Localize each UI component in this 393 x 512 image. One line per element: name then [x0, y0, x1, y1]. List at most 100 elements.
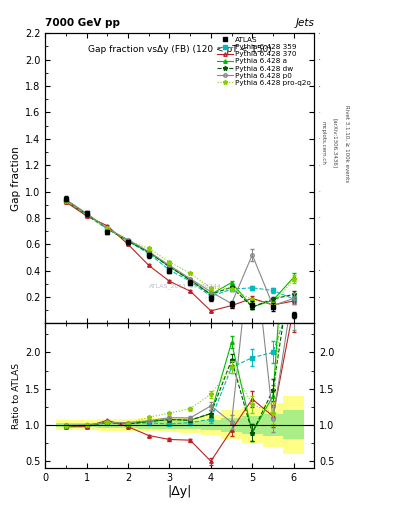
ATLAS — [167, 268, 172, 274]
Pythia 6.428 a — [146, 249, 151, 255]
Bar — [55, 420, 76, 430]
Pythia 6.428 pro-q2o — [105, 225, 110, 231]
ATLAS — [188, 280, 193, 286]
Pythia 6.428 p0 — [250, 252, 255, 258]
Bar — [200, 420, 221, 430]
Text: Rivet 3.1.10, ≥ 100k events: Rivet 3.1.10, ≥ 100k events — [344, 105, 349, 182]
Bar — [138, 421, 159, 429]
Line: Pythia 6.428 a: Pythia 6.428 a — [64, 198, 296, 309]
ATLAS — [209, 295, 213, 302]
Text: ATLAS_2011_S9126244: ATLAS_2011_S9126244 — [149, 283, 222, 289]
Legend: ATLAS, Pythia 6.428 359, Pythia 6.428 370, Pythia 6.428 a, Pythia 6.428 dw, Pyth: ATLAS, Pythia 6.428 359, Pythia 6.428 37… — [215, 35, 312, 87]
ATLAS — [105, 229, 110, 235]
Pythia 6.428 370 — [167, 278, 172, 284]
Bar — [138, 418, 159, 432]
Pythia 6.428 359 — [209, 293, 213, 300]
ATLAS — [291, 312, 296, 318]
X-axis label: |Δy|: |Δy| — [167, 485, 192, 498]
Text: Gap fraction vsΔy (FB) (120 < pT < 150): Gap fraction vsΔy (FB) (120 < pT < 150) — [88, 45, 272, 54]
ATLAS — [64, 196, 68, 202]
Pythia 6.428 pro-q2o — [188, 270, 193, 276]
Bar — [263, 403, 283, 446]
Pythia 6.428 dw — [167, 264, 172, 270]
Pythia 6.428 359 — [291, 296, 296, 302]
Pythia 6.428 p0 — [291, 295, 296, 302]
Pythia 6.428 pro-q2o — [146, 245, 151, 251]
Bar — [55, 423, 76, 427]
Pythia 6.428 359 — [105, 226, 110, 232]
Pythia 6.428 pro-q2o — [209, 285, 213, 291]
Pythia 6.428 p0 — [167, 262, 172, 268]
Pythia 6.428 p0 — [105, 225, 110, 231]
Pythia 6.428 359 — [250, 285, 255, 291]
Pythia 6.428 370 — [229, 303, 234, 309]
Pythia 6.428 dw — [84, 211, 89, 217]
Pythia 6.428 370 — [105, 223, 110, 229]
Pythia 6.428 p0 — [64, 197, 68, 203]
Y-axis label: Gap fraction: Gap fraction — [11, 146, 21, 211]
ATLAS — [146, 252, 151, 259]
Line: ATLAS: ATLAS — [64, 197, 296, 317]
Pythia 6.428 a — [250, 304, 255, 310]
ATLAS — [271, 304, 275, 310]
ATLAS — [229, 301, 234, 307]
Pythia 6.428 dw — [291, 291, 296, 297]
Bar — [221, 418, 242, 432]
Pythia 6.428 pro-q2o — [84, 211, 89, 217]
Bar — [242, 407, 263, 443]
Line: Pythia 6.428 359: Pythia 6.428 359 — [64, 199, 296, 301]
Pythia 6.428 pro-q2o — [250, 296, 255, 303]
Pythia 6.428 359 — [188, 278, 193, 284]
Bar — [76, 420, 97, 430]
Pythia 6.428 359 — [271, 287, 275, 293]
Pythia 6.428 dw — [188, 277, 193, 283]
Bar — [118, 422, 138, 428]
Bar — [159, 418, 180, 432]
Line: Pythia 6.428 370: Pythia 6.428 370 — [64, 200, 296, 313]
Pythia 6.428 p0 — [209, 289, 213, 295]
Pythia 6.428 p0 — [229, 301, 234, 307]
Pythia 6.428 359 — [64, 198, 68, 204]
Pythia 6.428 a — [271, 297, 275, 304]
Bar — [159, 421, 180, 429]
Pythia 6.428 dw — [250, 304, 255, 310]
Pythia 6.428 a — [291, 274, 296, 281]
Pythia 6.428 370 — [291, 298, 296, 304]
ATLAS — [126, 239, 130, 245]
Pythia 6.428 a — [126, 238, 130, 244]
Pythia 6.428 pro-q2o — [271, 301, 275, 307]
Bar — [180, 417, 200, 433]
Bar — [97, 422, 118, 428]
Bar — [263, 414, 283, 436]
Bar — [76, 423, 97, 427]
Pythia 6.428 370 — [209, 308, 213, 314]
Line: Pythia 6.428 p0: Pythia 6.428 p0 — [64, 198, 296, 307]
Text: Jets: Jets — [296, 18, 314, 28]
Pythia 6.428 a — [209, 291, 213, 297]
Text: 7000 GeV pp: 7000 GeV pp — [45, 18, 120, 28]
Pythia 6.428 370 — [188, 288, 193, 294]
Bar — [283, 411, 304, 439]
Pythia 6.428 a — [84, 211, 89, 217]
Bar — [242, 416, 263, 434]
ATLAS — [84, 210, 89, 217]
Pythia 6.428 a — [105, 225, 110, 231]
Bar — [221, 411, 242, 439]
Pythia 6.428 pro-q2o — [229, 286, 234, 292]
Pythia 6.428 a — [229, 280, 234, 286]
Pythia 6.428 pro-q2o — [291, 276, 296, 282]
Pythia 6.428 370 — [146, 262, 151, 268]
Pythia 6.428 370 — [84, 213, 89, 219]
Pythia 6.428 370 — [271, 302, 275, 308]
Pythia 6.428 a — [64, 197, 68, 203]
Pythia 6.428 370 — [126, 241, 130, 247]
Pythia 6.428 p0 — [126, 237, 130, 243]
Pythia 6.428 359 — [146, 250, 151, 257]
ATLAS — [250, 302, 255, 308]
Pythia 6.428 dw — [64, 198, 68, 204]
Pythia 6.428 359 — [229, 286, 234, 292]
Line: Pythia 6.428 pro-q2o: Pythia 6.428 pro-q2o — [64, 198, 296, 307]
Pythia 6.428 p0 — [146, 248, 151, 254]
Pythia 6.428 p0 — [271, 303, 275, 309]
Pythia 6.428 a — [188, 277, 193, 283]
